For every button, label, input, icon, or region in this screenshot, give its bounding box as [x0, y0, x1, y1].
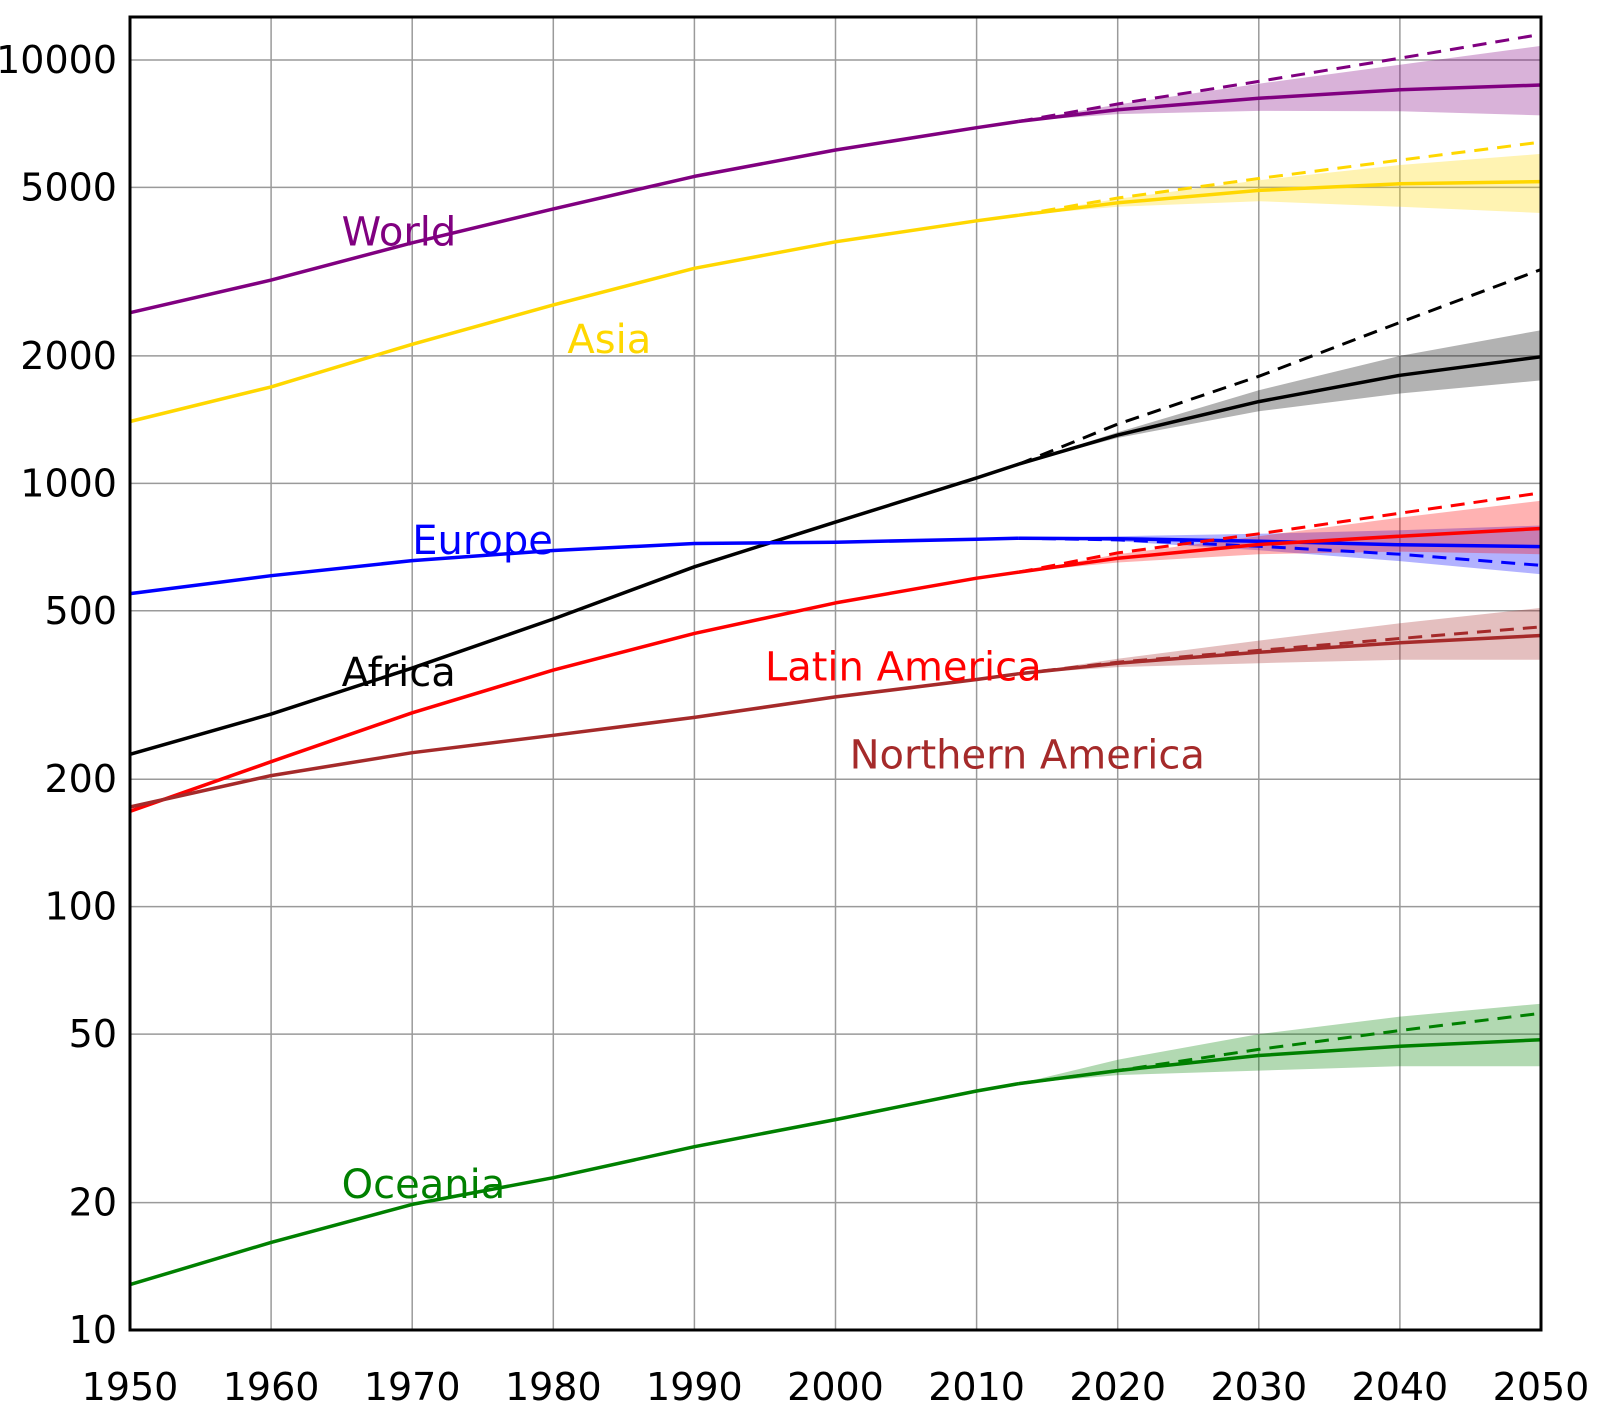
- asia-label: Asia: [567, 317, 651, 363]
- x-tick-label-1950: 1950: [82, 1365, 179, 1409]
- plot-frame: [128, 15, 1543, 1332]
- northern-america-uncertainty-band: [1018, 607, 1541, 674]
- x-tick-label-1980: 1980: [505, 1365, 602, 1409]
- y-tick-label-10: 10: [69, 1308, 117, 1352]
- oceania-uncertainty-band: [1018, 1003, 1541, 1084]
- y-tick-label-2000: 2000: [20, 334, 117, 378]
- y-tick-label-500: 500: [44, 589, 117, 633]
- northern-america-projection-line: [1018, 633, 1542, 676]
- x-tick-label-1970: 1970: [364, 1365, 461, 1409]
- northern-america-constant-fertility-line: [1018, 625, 1542, 676]
- oceania-constant-fertility-line: [1018, 1011, 1542, 1086]
- africa-history-line: [129, 462, 1020, 756]
- world-projection-line: [1018, 83, 1542, 124]
- x-tick-label-2030: 2030: [1210, 1365, 1307, 1409]
- oceania-history-line: [129, 1081, 1020, 1287]
- y-tick-label-5000: 5000: [20, 165, 117, 209]
- africa-constant-fertility-line: [1018, 268, 1542, 466]
- x-tick-label-1990: 1990: [646, 1365, 743, 1409]
- europe-projection-line: [1018, 536, 1542, 549]
- europe-constant-fertility-line: [1018, 536, 1542, 567]
- x-tick-label-1960: 1960: [223, 1365, 320, 1409]
- world-history-line: [129, 119, 1020, 315]
- y-tick-label-200: 200: [44, 757, 117, 801]
- axis-labels: 1950 1960 1970 1980 1990 2000 2010 2020 2030 2040…: [0, 38, 1589, 1409]
- oceania-label: Oceania: [342, 1162, 506, 1208]
- y-tick-label-100: 100: [44, 885, 117, 929]
- asia-projection-line: [1018, 179, 1542, 217]
- series-labels: World Asia Africa Europe Latin America Northe…: [342, 209, 1205, 1208]
- africa-label: Africa: [342, 650, 456, 696]
- northern-america-history-line: [129, 671, 1020, 809]
- asia-history-line: [129, 213, 1020, 424]
- x-tick-label-2020: 2020: [1069, 1365, 1166, 1409]
- y-tick-label-50: 50: [69, 1012, 117, 1056]
- x-tick-label-2050: 2050: [1493, 1365, 1590, 1409]
- x-tick-label-2010: 2010: [928, 1365, 1025, 1409]
- latin-america-history-line: [129, 570, 1020, 813]
- x-tick-label-2040: 2040: [1352, 1365, 1449, 1409]
- latin-america-constant-fertility-line: [1018, 491, 1542, 574]
- world-constant-fertility-line: [1018, 32, 1542, 123]
- asia-constant-fertility-line: [1018, 140, 1542, 217]
- y-tick-label-10000: 10000: [0, 38, 117, 82]
- y-tick-label-20: 20: [69, 1181, 117, 1225]
- europe-history-line: [129, 536, 1019, 596]
- latin-america-projection-line: [1018, 526, 1542, 574]
- world-label: World: [342, 209, 457, 255]
- world-uncertainty-band: [1018, 45, 1541, 122]
- oceania-projection-line: [1018, 1037, 1542, 1086]
- series-lines: [129, 32, 1542, 1287]
- europe-label: Europe: [412, 518, 553, 564]
- africa-projection-line: [1018, 355, 1542, 466]
- y-tick-label-1000: 1000: [20, 461, 117, 505]
- latin-america-label: Latin America: [765, 645, 1042, 691]
- x-tick-label-2000: 2000: [787, 1365, 884, 1409]
- northern-america-label: Northern America: [850, 733, 1205, 779]
